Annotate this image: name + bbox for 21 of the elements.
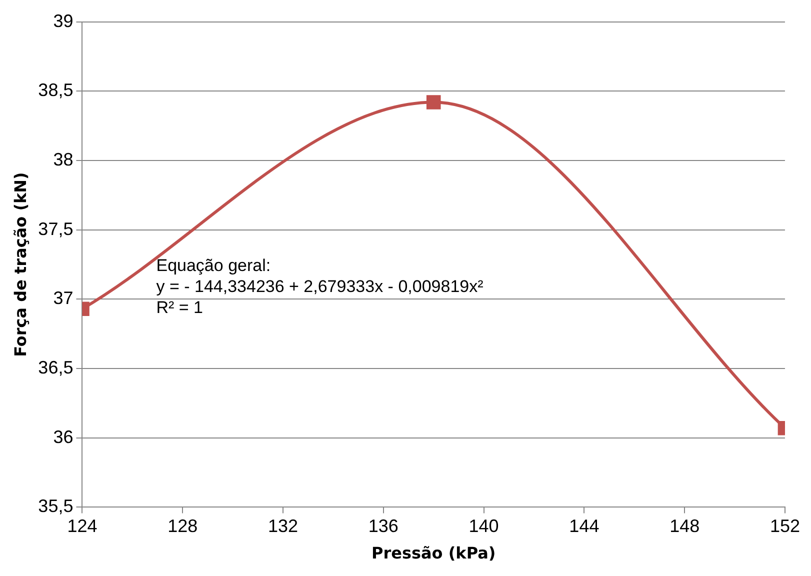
x-tick-label: 144 [569, 516, 600, 536]
x-tick-label: 132 [268, 516, 298, 536]
y-tick-label: 37,5 [38, 218, 74, 239]
y-tick-label: 38,5 [38, 80, 74, 100]
x-tick-label: 152 [770, 516, 800, 536]
annotation: Equação geral: [156, 256, 271, 275]
x-tick-label: 148 [670, 516, 700, 536]
y-tick-label: 36 [53, 426, 74, 447]
x-tick-label: 136 [368, 516, 398, 536]
y-tick-label: 35,5 [38, 496, 74, 516]
y-tick-label: 36,5 [38, 357, 74, 378]
y-axis-title: Força de tração (kN) [10, 172, 30, 357]
x-tick-label: 128 [168, 516, 198, 536]
x-tick-label: 124 [67, 516, 98, 536]
y-tick-label: 39 [53, 10, 74, 31]
annotation: y = - 144,334236 + 2,679333x - 0,009819x² [156, 276, 484, 296]
y-tick-label: 38 [53, 149, 74, 170]
x-tick-label: 140 [468, 516, 499, 536]
x-axis-title: Pressão (kPa) [371, 544, 496, 563]
annotation: R² = 1 [156, 298, 204, 317]
y-tick-label: 37 [53, 288, 74, 308]
